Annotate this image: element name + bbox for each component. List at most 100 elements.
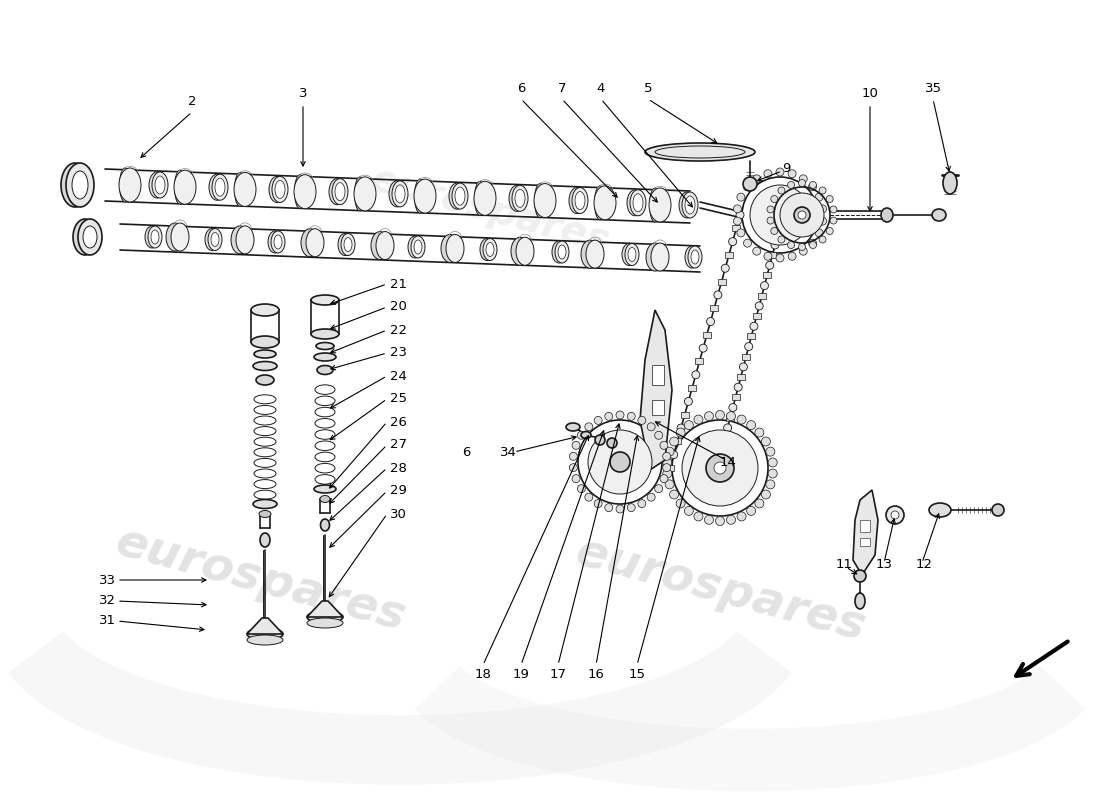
- Circle shape: [747, 506, 756, 515]
- Circle shape: [810, 182, 816, 189]
- Circle shape: [756, 302, 763, 310]
- Circle shape: [715, 410, 725, 419]
- Ellipse shape: [307, 618, 343, 628]
- Circle shape: [799, 243, 805, 250]
- Ellipse shape: [572, 187, 588, 214]
- Text: 12: 12: [915, 558, 933, 571]
- Circle shape: [585, 493, 593, 501]
- Text: eurospares: eurospares: [570, 530, 870, 650]
- Ellipse shape: [253, 499, 277, 509]
- Circle shape: [760, 282, 769, 290]
- Ellipse shape: [336, 182, 345, 201]
- Circle shape: [663, 469, 672, 478]
- Circle shape: [694, 512, 703, 521]
- Bar: [733, 226, 740, 231]
- Bar: [717, 278, 726, 285]
- Ellipse shape: [679, 192, 695, 218]
- Text: 6: 6: [462, 446, 470, 459]
- Circle shape: [808, 239, 816, 247]
- Ellipse shape: [395, 185, 405, 203]
- Ellipse shape: [145, 226, 160, 248]
- Circle shape: [767, 217, 774, 224]
- Circle shape: [815, 193, 823, 201]
- Ellipse shape: [621, 243, 636, 266]
- Circle shape: [808, 183, 816, 191]
- Circle shape: [663, 458, 672, 467]
- Circle shape: [676, 499, 685, 508]
- Text: 25: 25: [390, 393, 407, 406]
- Ellipse shape: [688, 246, 702, 268]
- Ellipse shape: [556, 241, 569, 263]
- Circle shape: [891, 511, 899, 519]
- Ellipse shape: [271, 231, 285, 253]
- Bar: [769, 252, 777, 258]
- Circle shape: [771, 241, 779, 249]
- Circle shape: [722, 264, 729, 272]
- Circle shape: [726, 412, 736, 421]
- Ellipse shape: [260, 533, 270, 547]
- Polygon shape: [307, 601, 343, 617]
- Ellipse shape: [646, 243, 664, 271]
- Bar: [732, 394, 739, 400]
- Circle shape: [692, 370, 700, 378]
- Ellipse shape: [566, 423, 580, 431]
- Bar: [695, 358, 704, 365]
- Ellipse shape: [311, 329, 339, 339]
- Circle shape: [737, 512, 746, 521]
- Ellipse shape: [881, 208, 893, 222]
- Circle shape: [815, 229, 823, 237]
- Ellipse shape: [306, 229, 324, 257]
- Circle shape: [660, 442, 668, 450]
- Circle shape: [826, 195, 833, 202]
- Ellipse shape: [575, 191, 585, 210]
- Circle shape: [605, 504, 613, 512]
- Ellipse shape: [344, 238, 352, 251]
- Circle shape: [706, 318, 715, 326]
- Circle shape: [706, 454, 734, 482]
- Ellipse shape: [588, 430, 652, 494]
- Bar: [860, 520, 870, 532]
- Ellipse shape: [148, 226, 162, 248]
- Circle shape: [799, 179, 805, 186]
- Circle shape: [766, 262, 773, 270]
- Ellipse shape: [632, 194, 644, 212]
- Circle shape: [724, 424, 732, 432]
- Circle shape: [694, 415, 703, 424]
- Circle shape: [647, 423, 656, 431]
- Circle shape: [704, 412, 714, 421]
- Ellipse shape: [307, 611, 343, 623]
- Text: 23: 23: [390, 346, 407, 359]
- Bar: [763, 273, 771, 278]
- Ellipse shape: [329, 178, 345, 205]
- Ellipse shape: [274, 235, 282, 249]
- Circle shape: [761, 490, 770, 499]
- Ellipse shape: [258, 510, 271, 518]
- Ellipse shape: [414, 179, 436, 213]
- Ellipse shape: [535, 183, 546, 218]
- Ellipse shape: [208, 229, 222, 250]
- Circle shape: [715, 517, 725, 526]
- Text: 34: 34: [499, 446, 516, 459]
- Circle shape: [744, 239, 751, 247]
- Text: 5: 5: [644, 82, 652, 95]
- Ellipse shape: [516, 238, 534, 266]
- Bar: [681, 412, 689, 418]
- Ellipse shape: [628, 247, 636, 262]
- Ellipse shape: [294, 174, 316, 209]
- Circle shape: [666, 447, 674, 456]
- Text: 11: 11: [836, 558, 852, 571]
- Ellipse shape: [474, 182, 485, 215]
- Ellipse shape: [627, 190, 644, 216]
- Text: eurospares: eurospares: [110, 520, 410, 640]
- Ellipse shape: [155, 176, 165, 194]
- Circle shape: [684, 421, 693, 430]
- Circle shape: [854, 570, 866, 582]
- Ellipse shape: [268, 231, 282, 253]
- Text: 6: 6: [517, 82, 525, 95]
- Circle shape: [737, 193, 745, 201]
- Circle shape: [585, 423, 593, 431]
- Ellipse shape: [66, 163, 94, 207]
- Text: 4: 4: [597, 82, 605, 95]
- Ellipse shape: [474, 182, 496, 215]
- Circle shape: [752, 175, 761, 183]
